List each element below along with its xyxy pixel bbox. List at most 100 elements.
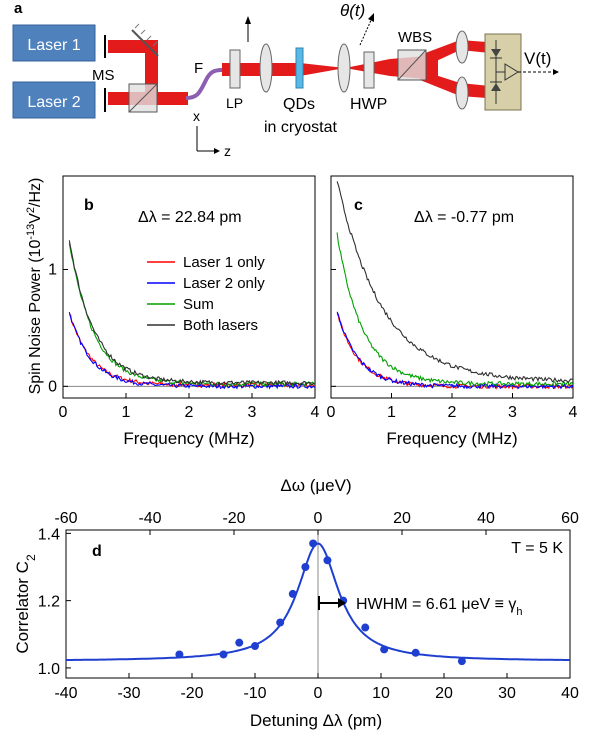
cryostat-label: in cryostat	[264, 119, 337, 136]
bottom-tick-label: -40	[54, 685, 77, 702]
hwp-label: HWP	[350, 96, 387, 113]
photodiode-bottom	[491, 83, 501, 91]
series-line-both-lasers	[68, 240, 316, 387]
legend-laser1: Laser 1 only	[183, 254, 265, 271]
data-point	[276, 618, 285, 627]
bottom-tick-label: -20	[180, 685, 203, 702]
x-tick-label: 4	[311, 404, 320, 421]
output-label: V(t)	[524, 49, 551, 68]
bottom-tick-label: -10	[243, 685, 266, 702]
y-tick-label: 1	[48, 261, 57, 278]
panel-label-b: b	[84, 197, 94, 214]
bottom-tick-label: 0	[314, 685, 323, 702]
panel-b-annotation: Δλ = 22.84 pm	[138, 209, 242, 226]
panel-b: 0 1 2 3 4 0 1 b Δλ = 22.84 pm Laser 1 only Las…	[48, 175, 320, 421]
y-tick-label: 0	[48, 378, 57, 395]
x-tick-label: 2	[185, 404, 194, 421]
legend-laser2: Laser 2 only	[183, 275, 265, 292]
axis-x-label: x	[193, 108, 200, 124]
lorentzian-fit	[66, 542, 570, 661]
laser2-label: Laser 2	[27, 94, 80, 111]
hwhm-label: HWHM = 6.61 μeV ≡ γh	[356, 596, 523, 618]
series-line-laser-2-only	[68, 311, 316, 390]
panel-d: Δω (μeV) -40 -30 -20 -10 0 10 20 30 40 -60 -40 -20 0…	[13, 476, 579, 730]
data-point	[457, 657, 466, 666]
legend-sum: Sum	[183, 296, 214, 313]
top-tick-label: 40	[477, 510, 495, 527]
bottom-tick-label: 40	[561, 685, 579, 702]
data-point	[288, 589, 297, 598]
series-line-both-lasers	[336, 181, 573, 384]
panel-label-a: a	[14, 0, 23, 17]
laser1-label: Laser 1	[27, 37, 80, 54]
data-point	[219, 650, 228, 659]
x-tick-label: 1	[387, 404, 396, 421]
panel-a: a Laser 1 Laser 2 MS F LP	[12, 0, 559, 159]
x-tick-label: 0	[327, 404, 336, 421]
qds-label: QDs	[283, 96, 315, 113]
y-tick-label: 1.4	[38, 526, 60, 543]
x-tick-label: 0	[59, 404, 68, 421]
top-tick-label: -60	[54, 510, 77, 527]
data-point	[235, 638, 244, 647]
x-tick-label: 3	[248, 404, 257, 421]
top-tick-label: 20	[393, 510, 411, 527]
fiber	[185, 68, 223, 100]
amplifier	[504, 63, 519, 81]
photodiode-top	[491, 49, 501, 57]
lens-1	[259, 43, 273, 93]
lens-lower	[455, 76, 469, 110]
ms-label: MS	[92, 67, 115, 84]
theta-label: θ(t)	[340, 1, 365, 20]
top-tick-label: -20	[222, 510, 245, 527]
panel-c-xlabel: Frequency (MHz)	[386, 429, 517, 448]
panel-b-xlabel: Frequency (MHz)	[123, 429, 254, 448]
x-tick-label: 1	[122, 404, 131, 421]
top-tick-label: 60	[561, 510, 579, 527]
top-tick-label: 0	[314, 510, 323, 527]
linear-polarizer	[229, 49, 241, 89]
legend: Laser 1 only Laser 2 only Sum Both laser…	[147, 254, 265, 334]
laser2-box	[12, 81, 96, 119]
data-point	[380, 645, 389, 654]
top-axis-label: Δω (μeV)	[280, 476, 351, 495]
bottom-tick-label: -30	[117, 685, 140, 702]
detuning-xlabel: Detuning Δλ (pm)	[250, 711, 382, 730]
data-point	[175, 650, 184, 659]
series-line-laser-2-only	[336, 311, 574, 390]
laser1-box	[12, 24, 96, 62]
data-point	[309, 539, 318, 548]
beam-upper	[420, 40, 500, 64]
data-point	[411, 648, 420, 657]
y-tick-label: 1.2	[38, 594, 60, 611]
panel-label-c: c	[354, 197, 363, 214]
data-point	[361, 623, 370, 632]
panel-c: 0 1 2 3 4 c Δλ = -0.77 pm	[327, 175, 578, 421]
bottom-tick-label: 20	[435, 685, 453, 702]
axis-z-label: z	[224, 143, 231, 159]
panel-c-annotation: Δλ = -0.77 pm	[414, 209, 514, 226]
lens-2	[337, 43, 351, 93]
top-tick-label: -40	[138, 510, 161, 527]
bottom-tick-label: 10	[372, 685, 390, 702]
legend-both: Both lasers	[183, 317, 258, 334]
spin-noise-ylabel: Spin Noise Power (10-13V2/Hz)	[25, 178, 44, 395]
data-point	[251, 642, 259, 651]
f-label: F	[194, 60, 203, 77]
lens-upper	[455, 30, 469, 64]
x-tick-label: 2	[448, 404, 457, 421]
mirror	[131, 29, 159, 57]
qds-sample	[295, 47, 304, 89]
temperature-label: T = 5 K	[511, 540, 563, 557]
wbs-label: WBS	[398, 29, 432, 46]
data-point	[301, 563, 310, 571]
half-wave-plate	[363, 51, 375, 89]
data-point	[323, 556, 332, 565]
x-tick-label: 4	[569, 404, 578, 421]
correlator-ylabel: Correlator C2	[13, 554, 38, 654]
series-line-laser-1-only	[336, 313, 574, 391]
bottom-tick-label: 30	[498, 685, 516, 702]
lp-label: LP	[226, 95, 243, 111]
beam-main	[222, 55, 438, 80]
